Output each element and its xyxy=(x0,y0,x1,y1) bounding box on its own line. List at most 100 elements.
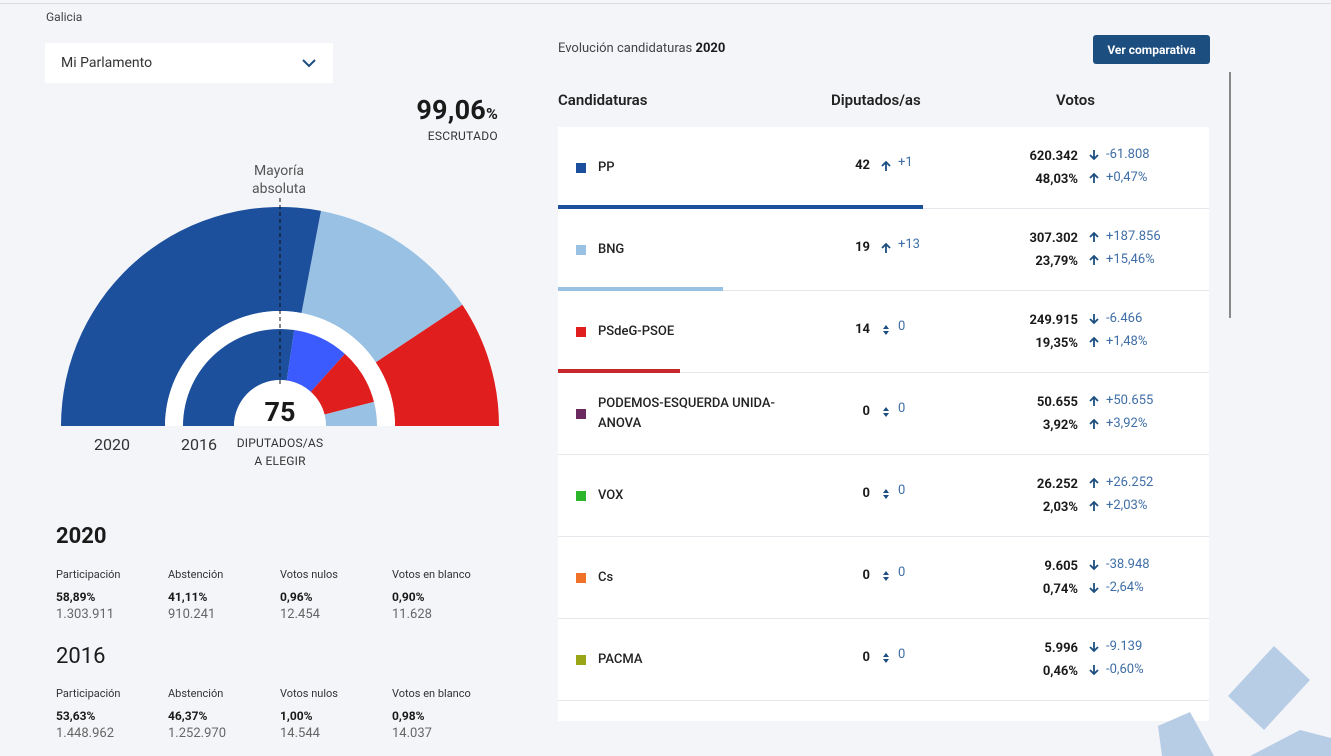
no-change-icon xyxy=(880,321,892,335)
hemicycle-2020-segment xyxy=(61,207,322,426)
stats-row-2020: Participación 58,89% 1.303.911 Abstención 4… xyxy=(56,568,504,622)
arrow-down-icon xyxy=(1088,313,1106,325)
stat-null-votes: Votos nulos 1,00% 14.544 xyxy=(280,687,338,741)
arrow-up-icon xyxy=(1088,172,1106,184)
scrutinized-percent: 99,06% xyxy=(416,94,498,126)
arrow-up-icon xyxy=(880,239,892,253)
party-color-swatch xyxy=(576,573,586,583)
arrow-up-icon xyxy=(1088,395,1106,407)
party-seats: 14 xyxy=(855,322,870,337)
party-seats: 0 xyxy=(862,486,870,501)
table-row[interactable]: PACMA 0 0 5.996 0,46% -9.139 -0,60% xyxy=(558,619,1209,701)
party-color-swatch xyxy=(576,655,586,665)
hemicycle-2020-segment xyxy=(375,304,499,426)
hemicycle-chart xyxy=(61,198,499,426)
party-seats: 0 xyxy=(862,650,870,665)
header-parties: Candidaturas xyxy=(558,91,648,109)
seats-diff: 0 xyxy=(898,647,906,662)
table-row[interactable]: Cs 0 0 9.605 0,74% -38.948 -2,64% xyxy=(558,537,1209,619)
party-color-swatch xyxy=(576,163,586,173)
arrow-down-icon xyxy=(1088,559,1106,571)
table-row[interactable]: VOX 0 0 26.252 2,03% +26.252 +2,03% xyxy=(558,455,1209,537)
party-name: VOX xyxy=(598,488,624,503)
stat-participation: Participación 58,89% 1.303.911 xyxy=(56,568,121,622)
top-divider xyxy=(0,3,1331,4)
party-seats: 19 xyxy=(855,240,870,255)
parliament-select[interactable]: Mi Parlamento xyxy=(45,43,333,83)
parliament-select-value: Mi Parlamento xyxy=(61,55,153,71)
table-row[interactable]: PP 42 +1 620.342 48,03% -61.808 +0,47% xyxy=(558,127,1209,209)
table-row[interactable]: BNG 19 +13 307.302 23,79% +187.856 +15,46% xyxy=(558,209,1209,291)
no-change-icon xyxy=(880,403,892,417)
party-color-swatch xyxy=(576,245,586,255)
header-seats: Diputados/as xyxy=(831,91,921,109)
header-votes: Votos xyxy=(1056,91,1095,109)
arrow-down-icon xyxy=(1088,664,1106,676)
votes-diffs: +50.655 +3,92% xyxy=(1088,389,1153,435)
decorative-shapes xyxy=(1158,646,1331,756)
party-votes: 249.915 19,35% xyxy=(1029,313,1078,351)
stat-blank-votes: Votos en blanco 0,98% 14.037 xyxy=(392,687,471,741)
stats-row-2016: Participación 53,63% 1.448.962 Abstención 4… xyxy=(56,687,504,741)
seat-share-bar xyxy=(558,287,723,291)
stats-year-2020: 2020 xyxy=(56,524,107,549)
results-table[interactable]: PP 42 +1 620.342 48,03% -61.808 +0,47% BNG 19 +13… xyxy=(558,127,1209,721)
party-name: PODEMOS-ESQUERDA UNIDA-ANOVA xyxy=(598,396,775,431)
seats-caption: DIPUTADOS/AS A ELEGIR xyxy=(236,436,324,468)
seats-diff: 0 xyxy=(898,565,906,580)
seats-diff: 0 xyxy=(898,401,906,416)
seat-share-bar xyxy=(558,369,680,373)
table-row[interactable] xyxy=(558,701,1209,721)
hemicycle-2016-segment xyxy=(286,330,345,392)
votes-diffs: -9.139 -0,60% xyxy=(1088,635,1144,681)
party-seats: 0 xyxy=(862,568,870,583)
scrutinized-block: 99,06% ESCRUTADO xyxy=(380,94,498,143)
votes-diffs: +26.252 +2,03% xyxy=(1088,471,1153,517)
stat-blank-votes: Votos en blanco 0,90% 11.628 xyxy=(392,568,471,622)
region-label: Galicia xyxy=(46,10,83,24)
table-row[interactable]: PODEMOS-ESQUERDA UNIDA-ANOVA 0 0 50.655 3,92… xyxy=(558,373,1209,455)
votes-diffs: -38.948 -2,64% xyxy=(1088,553,1150,599)
hemicycle-gap xyxy=(165,311,395,426)
total-seats: 75 xyxy=(264,396,296,428)
chevron-down-icon xyxy=(302,59,316,68)
hemicycle-2020-segment xyxy=(301,210,463,363)
no-change-icon xyxy=(880,485,892,499)
hemicycle-center xyxy=(234,380,326,426)
scrutinized-label: ESCRUTADO xyxy=(427,129,498,143)
party-name: Cs xyxy=(598,570,614,585)
party-votes: 5.996 0,46% xyxy=(1042,641,1078,679)
stat-abstention: Abstención 41,11% 910.241 xyxy=(168,568,224,622)
compare-button[interactable]: Ver comparativa xyxy=(1093,35,1210,64)
arrow-up-icon xyxy=(1088,477,1106,489)
party-name: PP xyxy=(598,160,615,175)
arrow-up-icon xyxy=(1088,254,1106,266)
arrow-down-icon xyxy=(1088,641,1106,653)
evolution-title: Evolución candidaturas 2020 xyxy=(558,41,726,56)
party-votes: 307.302 23,79% xyxy=(1029,231,1078,269)
party-name: BNG xyxy=(598,242,625,257)
stats-year-2016: 2016 xyxy=(56,644,106,669)
party-name: PACMA xyxy=(598,652,643,667)
party-votes: 26.252 2,03% xyxy=(1036,477,1078,515)
scrollbar[interactable] xyxy=(1229,72,1231,318)
hemicycle-year-outer: 2020 xyxy=(94,435,130,454)
party-color-swatch xyxy=(576,491,586,501)
seats-diff: 0 xyxy=(898,483,906,498)
party-votes: 620.342 48,03% xyxy=(1029,149,1078,187)
seat-share-bar xyxy=(558,205,923,209)
hemicycle-year-inner: 2016 xyxy=(181,435,217,454)
party-color-swatch xyxy=(576,327,586,337)
no-change-icon xyxy=(880,567,892,581)
table-row[interactable]: PSdeG-PSOE 14 0 249.915 19,35% -6.466 +1,48% xyxy=(558,291,1209,373)
party-votes: 50.655 3,92% xyxy=(1036,395,1078,433)
party-seats: 0 xyxy=(862,404,870,419)
stat-null-votes: Votos nulos 0,96% 12.454 xyxy=(280,568,338,622)
party-name: PSdeG-PSOE xyxy=(598,324,675,339)
votes-diffs: -6.466 +1,48% xyxy=(1088,307,1147,353)
arrow-up-icon xyxy=(1088,418,1106,430)
arrow-up-icon xyxy=(1088,500,1106,512)
seats-diff: +1 xyxy=(898,155,913,170)
votes-diffs: +187.856 +15,46% xyxy=(1088,225,1161,271)
party-seats: 42 xyxy=(855,158,870,173)
